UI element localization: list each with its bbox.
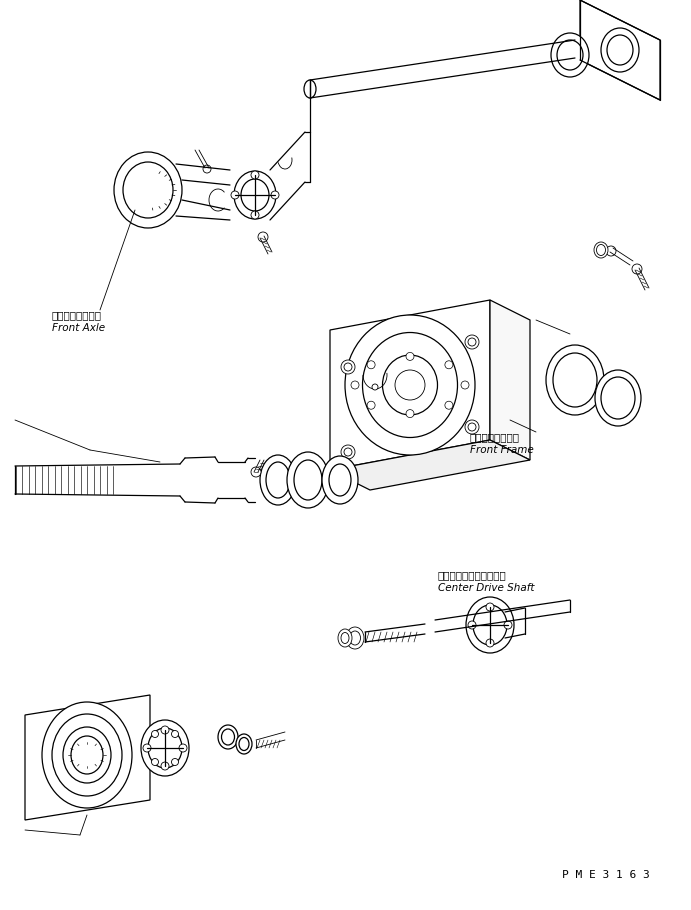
Ellipse shape [218, 725, 238, 749]
Polygon shape [330, 440, 530, 490]
Circle shape [161, 762, 169, 770]
Ellipse shape [294, 460, 322, 500]
Circle shape [171, 759, 178, 765]
Circle shape [258, 232, 268, 242]
Circle shape [271, 191, 279, 199]
Circle shape [351, 381, 359, 389]
Circle shape [231, 191, 239, 199]
Circle shape [344, 448, 352, 456]
Ellipse shape [148, 728, 182, 768]
Ellipse shape [601, 28, 639, 72]
Ellipse shape [595, 370, 641, 426]
Ellipse shape [222, 729, 234, 745]
Circle shape [468, 621, 476, 629]
Ellipse shape [234, 171, 276, 219]
Ellipse shape [466, 597, 514, 653]
Circle shape [251, 211, 259, 219]
Ellipse shape [322, 456, 358, 504]
Ellipse shape [363, 332, 457, 438]
Ellipse shape [304, 80, 316, 98]
Circle shape [445, 360, 453, 369]
Circle shape [465, 335, 479, 349]
Circle shape [606, 246, 616, 256]
Ellipse shape [350, 631, 361, 645]
Ellipse shape [287, 452, 329, 508]
Ellipse shape [52, 714, 122, 796]
Ellipse shape [557, 40, 583, 70]
Circle shape [203, 165, 211, 173]
Text: フロントアクスル: フロントアクスル [52, 310, 102, 320]
Ellipse shape [607, 35, 633, 65]
Ellipse shape [346, 627, 364, 649]
Ellipse shape [42, 702, 132, 808]
Polygon shape [330, 300, 490, 470]
Ellipse shape [123, 162, 173, 218]
Ellipse shape [345, 315, 475, 455]
Circle shape [486, 639, 494, 647]
Circle shape [341, 360, 355, 374]
Circle shape [341, 445, 355, 459]
Ellipse shape [141, 720, 189, 776]
Ellipse shape [338, 629, 352, 647]
Ellipse shape [329, 464, 351, 496]
Circle shape [504, 621, 512, 629]
Text: センタドライブシャフト: センタドライブシャフト [438, 570, 507, 580]
Circle shape [406, 410, 414, 418]
Polygon shape [490, 300, 530, 460]
Circle shape [171, 731, 178, 737]
Ellipse shape [601, 377, 635, 419]
Circle shape [179, 744, 187, 752]
Ellipse shape [260, 455, 296, 505]
Ellipse shape [546, 345, 604, 415]
Ellipse shape [553, 353, 597, 407]
Circle shape [151, 731, 158, 737]
Circle shape [251, 171, 259, 179]
Circle shape [161, 726, 169, 734]
Ellipse shape [71, 736, 103, 774]
Ellipse shape [594, 242, 608, 258]
Circle shape [367, 401, 375, 410]
Text: Front Axle: Front Axle [52, 323, 105, 333]
Ellipse shape [63, 727, 111, 783]
Circle shape [468, 423, 476, 431]
Circle shape [151, 759, 158, 765]
Circle shape [461, 381, 469, 389]
Polygon shape [580, 0, 660, 100]
Ellipse shape [341, 632, 349, 643]
Circle shape [395, 370, 425, 400]
Text: Center Drive Shaft: Center Drive Shaft [438, 583, 535, 593]
Ellipse shape [241, 179, 269, 211]
Ellipse shape [596, 245, 605, 256]
Text: フロントフレーム: フロントフレーム [470, 432, 520, 442]
Circle shape [486, 603, 494, 611]
Ellipse shape [114, 152, 182, 228]
Circle shape [251, 467, 261, 477]
Circle shape [372, 384, 378, 390]
Ellipse shape [473, 605, 507, 645]
Circle shape [445, 401, 453, 410]
Circle shape [465, 420, 479, 434]
Ellipse shape [236, 734, 252, 754]
Text: P M E 3 1 6 3: P M E 3 1 6 3 [562, 870, 650, 880]
Circle shape [143, 744, 151, 752]
Circle shape [344, 363, 352, 371]
Ellipse shape [266, 462, 290, 498]
Polygon shape [25, 695, 150, 820]
Circle shape [632, 264, 642, 274]
Circle shape [406, 352, 414, 360]
Ellipse shape [239, 737, 249, 751]
Ellipse shape [551, 33, 589, 77]
Circle shape [367, 360, 375, 369]
Text: Front Frame: Front Frame [470, 445, 533, 455]
Ellipse shape [383, 355, 437, 415]
Circle shape [468, 338, 476, 346]
